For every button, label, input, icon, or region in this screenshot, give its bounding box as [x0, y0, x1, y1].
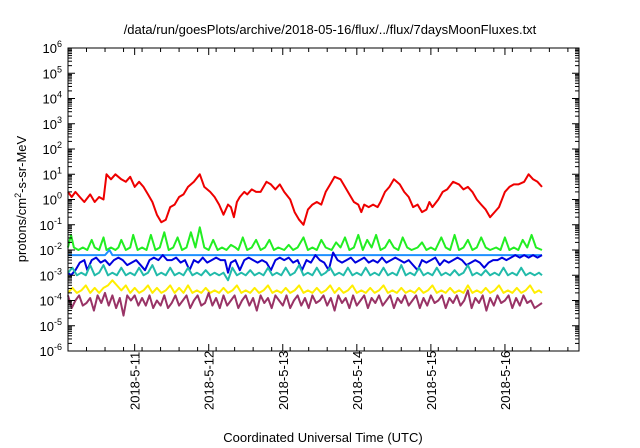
y-tick-label-exp: 0	[57, 191, 62, 201]
y-axis-label-rest: -s-sr-MeV	[14, 135, 29, 192]
chart-title: /data/run/goesPlots/archive/2018-05-16/f…	[124, 22, 537, 37]
y-axis: 10-610-510-410-310-210-11001011021031041…	[40, 39, 579, 359]
y-tick-label-base: 10	[40, 319, 54, 334]
y-tick-label: 10-5	[40, 317, 62, 334]
series-layer	[67, 173, 543, 317]
series-line-1	[67, 173, 543, 226]
y-axis-label-main: protons/cm	[14, 198, 29, 262]
x-tick-label: 2018-5-16	[498, 351, 513, 410]
series-line-3	[68, 249, 542, 257]
plot-frame	[67, 47, 580, 352]
y-tick-label-base: 10	[43, 92, 57, 107]
y-tick-label: 10-3	[40, 266, 62, 283]
y-tick-label-exp: 1	[57, 165, 62, 175]
y-tick-label-base: 10	[40, 344, 54, 359]
y-tick-label-base: 10	[43, 167, 57, 182]
y-tick-label-exp: -3	[54, 266, 62, 276]
y-tick-label-base: 10	[40, 268, 54, 283]
y-tick-label-exp: 3	[57, 115, 62, 125]
y-axis-label-sup: 2	[13, 193, 23, 198]
series-line-2	[67, 226, 543, 251]
y-tick-label-exp: -1	[54, 216, 62, 226]
x-tick-label: 2018-5-15	[424, 351, 439, 410]
y-tick-label-exp: 6	[57, 39, 62, 49]
y-tick-label-exp: 4	[57, 90, 62, 100]
y-tick-label-base: 10	[43, 66, 57, 81]
y-tick-label: 10-1	[40, 216, 62, 233]
y-tick-label-exp: -4	[54, 292, 62, 302]
x-tick-label: 2018-5-14	[350, 351, 365, 410]
y-tick-label: 103	[43, 115, 62, 132]
y-tick-label-base: 10	[40, 243, 54, 258]
y-tick-label-exp: -5	[54, 317, 62, 327]
y-tick-label: 101	[43, 165, 62, 182]
x-tick-label: 2018-5-12	[202, 351, 217, 410]
y-axis-label: protons/cm2-s-sr-MeV	[13, 135, 29, 262]
y-tick-label-base: 10	[40, 294, 54, 309]
y-tick-label-exp: 5	[57, 64, 62, 74]
y-tick-label-exp: 2	[57, 140, 62, 150]
series-line-7	[67, 289, 543, 317]
x-axis-label: Coordinated Universal Time (UTC)	[223, 430, 422, 445]
y-tick-label: 10-4	[40, 292, 62, 309]
y-tick-label: 10-6	[40, 342, 62, 359]
y-tick-label: 105	[43, 64, 62, 81]
x-tick-label: 2018-5-13	[276, 351, 291, 410]
y-tick-label: 10-2	[40, 241, 62, 258]
y-tick-label-base: 10	[43, 41, 57, 56]
y-tick-label: 102	[43, 140, 62, 157]
y-tick-label-exp: -2	[54, 241, 62, 251]
series-line-6	[67, 279, 543, 294]
y-tick-label: 106	[43, 39, 62, 56]
y-tick-label: 104	[43, 90, 62, 107]
y-tick-label-base: 10	[43, 142, 57, 157]
y-tick-label: 100	[43, 191, 62, 208]
y-tick-label-exp: -6	[54, 342, 62, 352]
y-tick-label-base: 10	[43, 117, 57, 132]
x-axis: 2018-5-11 2018-5-12 2018-5-13 2018-5-14 2018…	[67, 48, 569, 410]
y-tick-label-base: 10	[43, 193, 57, 208]
series-line-5	[67, 264, 543, 282]
y-tick-label-base: 10	[40, 218, 54, 233]
x-tick-label: 2018-5-11	[128, 352, 143, 410]
